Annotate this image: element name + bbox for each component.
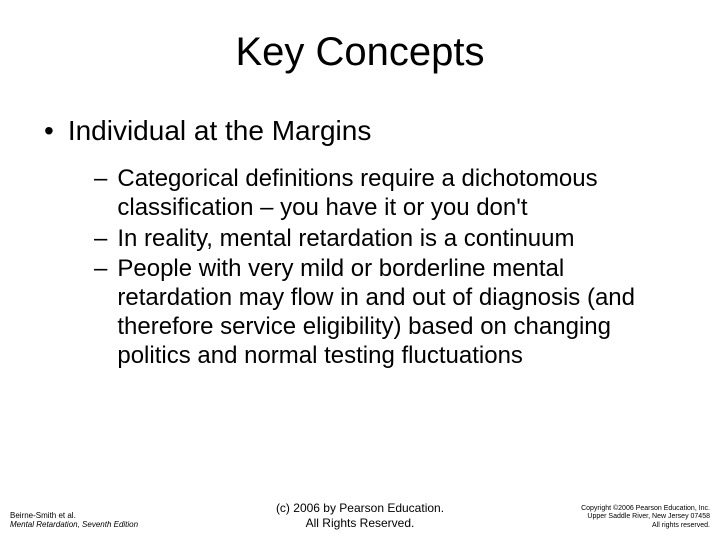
bullet-marker-l2: –	[94, 255, 107, 370]
footer-left: Beirne-Smith et al. Mental Retardation, …	[10, 511, 210, 530]
bullet-level2-item: – In reality, mental retardation is a co…	[94, 225, 660, 254]
bullet-marker-l1: •	[44, 115, 54, 147]
bullet-marker-l2: –	[94, 225, 107, 254]
bullet-marker-l2: –	[94, 165, 107, 223]
bullet-l1-text: Individual at the Margins	[68, 115, 372, 147]
footer-right-line1: Copyright ©2006 Pearson Education, Inc.	[510, 505, 710, 513]
bullet-l2-text: In reality, mental retardation is a cont…	[117, 225, 660, 254]
footer-right-line3: All rights reserved.	[510, 522, 710, 530]
footer-center: (c) 2006 by Pearson Education. All Right…	[210, 501, 510, 530]
slide: Key Concepts • Individual at the Margins…	[0, 0, 720, 540]
bullet-l2-text: Categorical definitions require a dichot…	[117, 165, 660, 223]
bullet-level1: • Individual at the Margins	[44, 115, 680, 147]
bullet-level2-item: – People with very mild or borderline me…	[94, 255, 660, 370]
footer-left-line2: Mental Retardation, Seventh Edition	[10, 520, 138, 529]
footer-right-line2: Upper Saddle River, New Jersey 07458	[510, 513, 710, 521]
bullet-level2-item: – Categorical definitions require a dich…	[94, 165, 660, 223]
footer-center-line2: All Rights Reserved.	[210, 516, 510, 530]
bullet-l2-text: People with very mild or borderline ment…	[117, 255, 660, 370]
footer-left-line1: Beirne-Smith et al.	[10, 511, 210, 521]
slide-title: Key Concepts	[40, 30, 680, 75]
footer-right: Copyright ©2006 Pearson Education, Inc. …	[510, 505, 710, 530]
footer-center-line1: (c) 2006 by Pearson Education.	[210, 501, 510, 515]
slide-footer: Beirne-Smith et al. Mental Retardation, …	[0, 501, 720, 530]
